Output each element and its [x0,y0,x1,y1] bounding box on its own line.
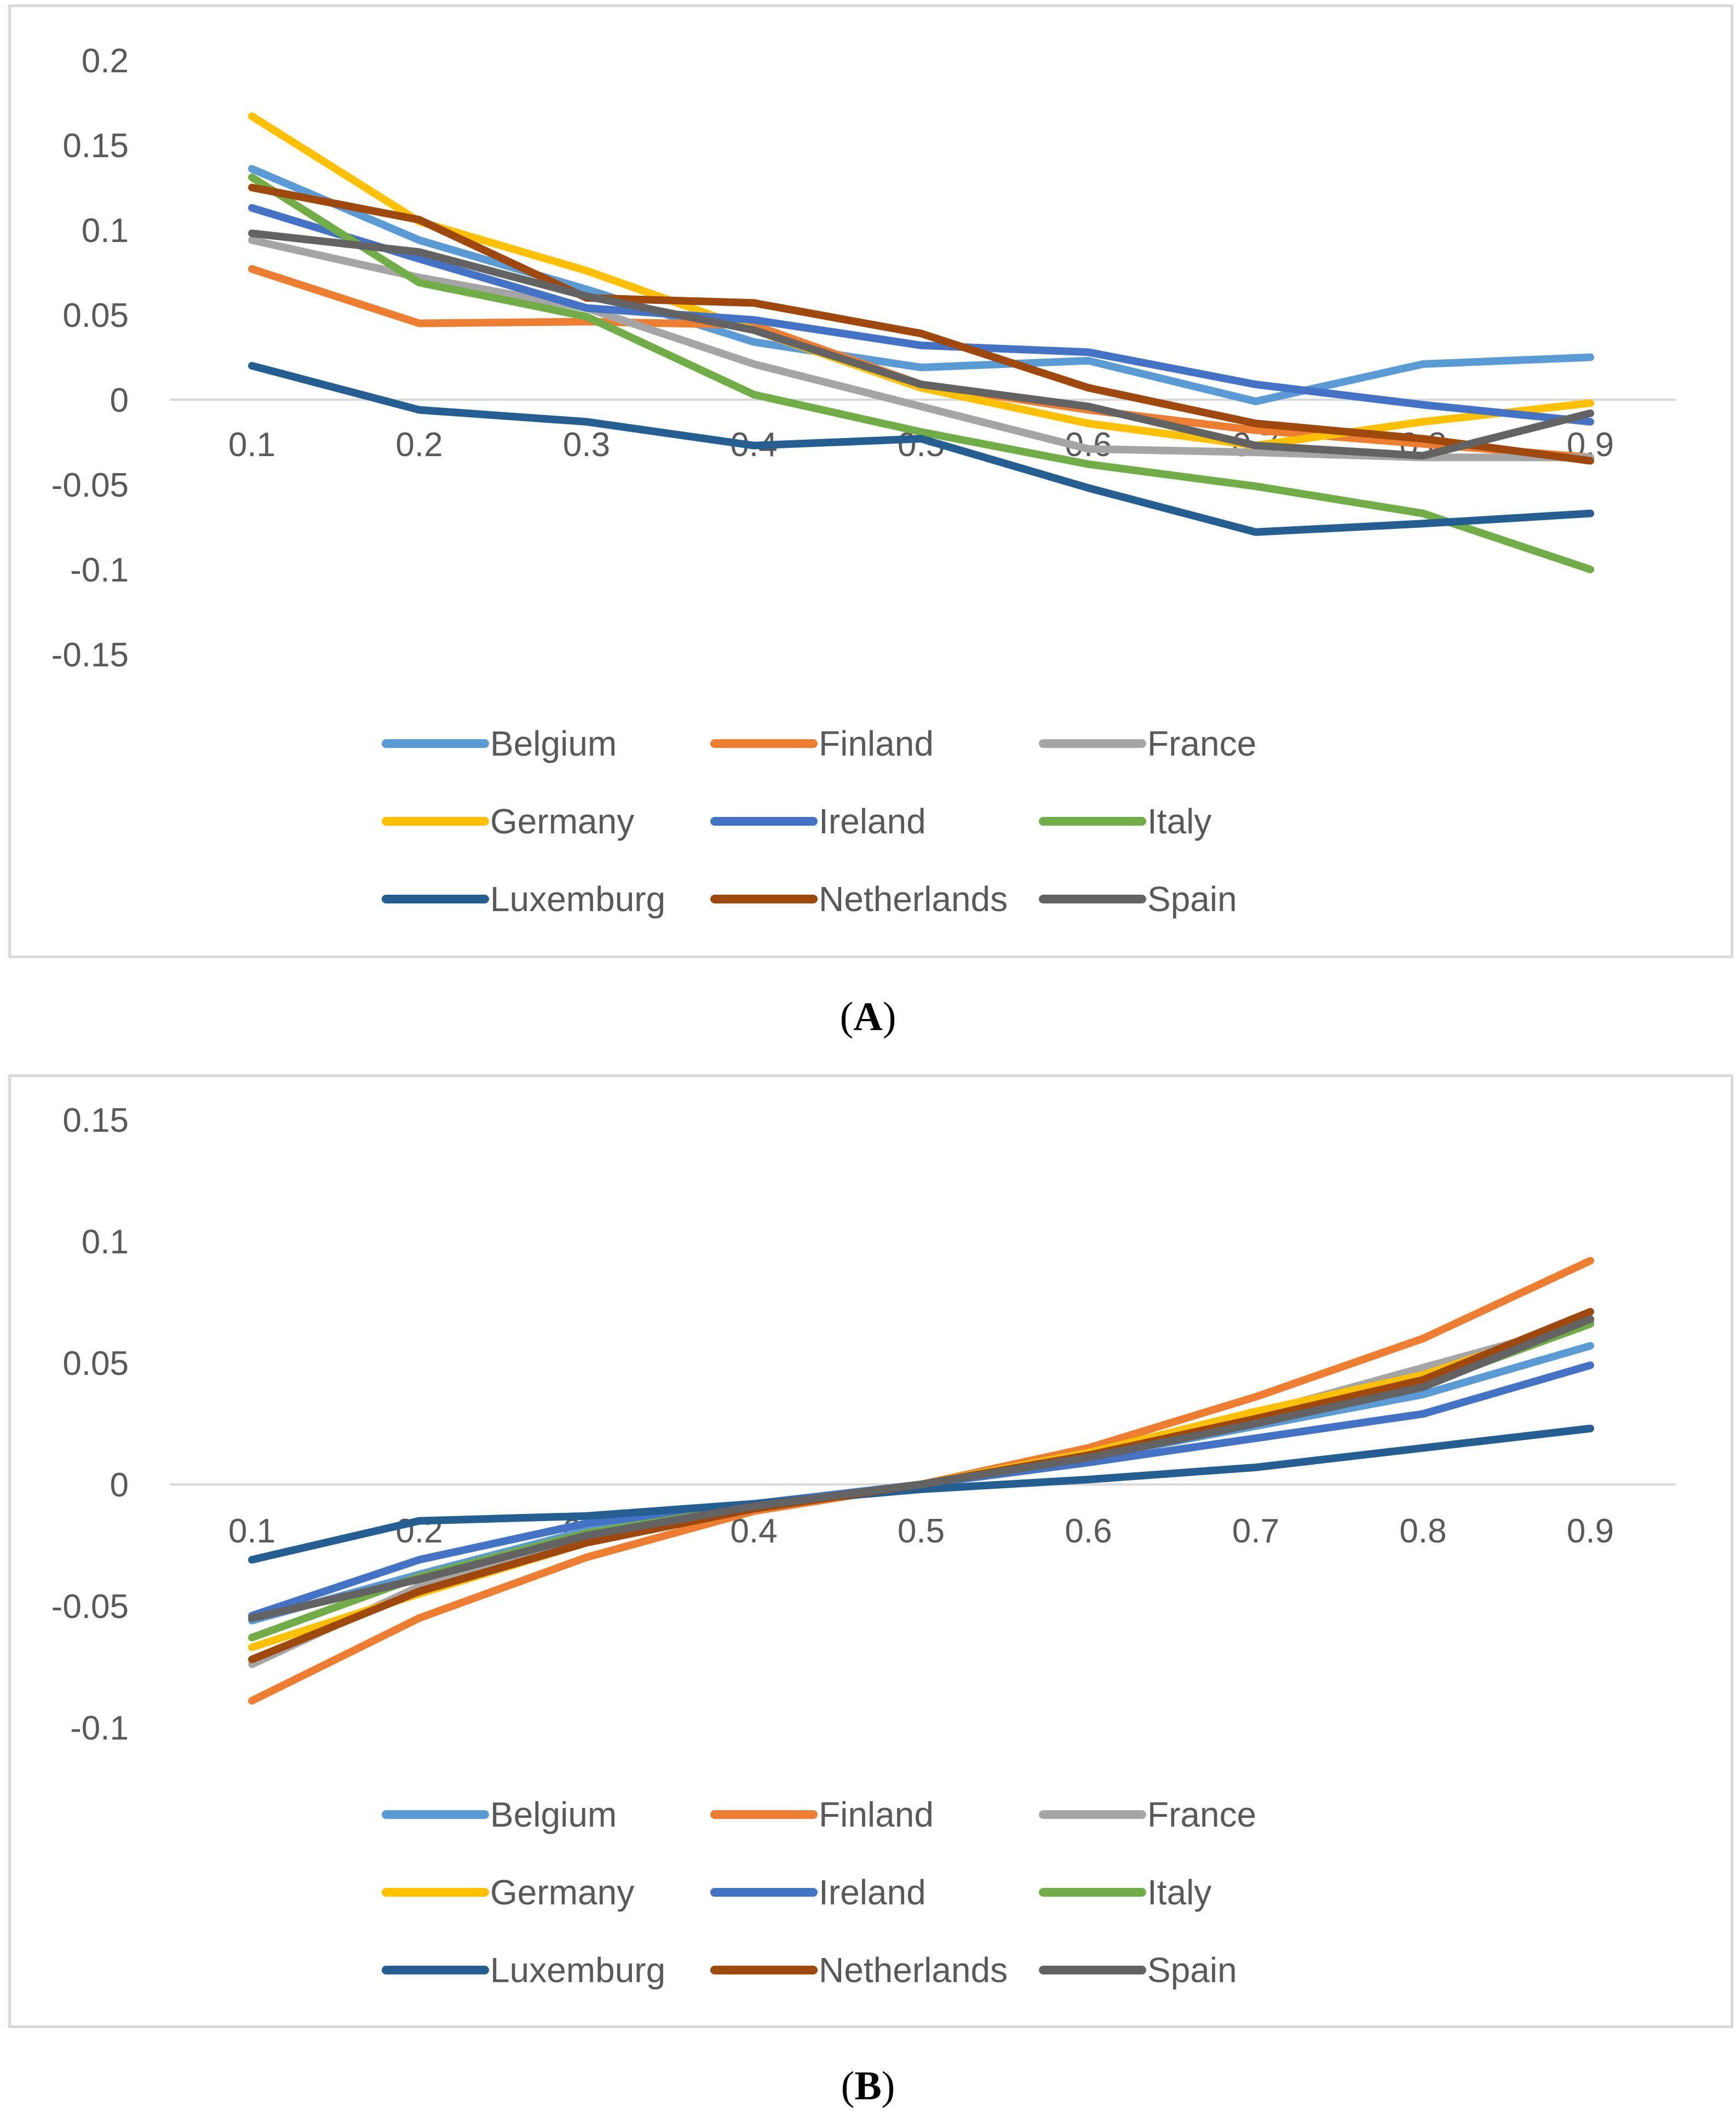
legend-item-belgium: Belgium [382,724,617,763]
y-tick-label: 0.2 [82,42,129,80]
legend-label: Netherlands [819,1950,1008,1990]
legend-label: Finland [819,724,934,763]
legend-label: Italy [1147,1873,1211,1912]
y-tick-label: -0.1 [70,1709,129,1747]
y-tick-label: 0.15 [62,127,129,165]
legend-item-belgium: Belgium [382,1795,617,1834]
series-line-spain [248,229,1594,460]
series-line-spain [248,1315,1594,1622]
legend-label: Luxemburg [490,1950,665,1990]
legend-label: Spain [1147,879,1237,919]
legend-item-germany: Germany [382,802,634,841]
y-tick-label: 0 [110,382,129,419]
x-tick-label: 0.1 [228,1512,275,1550]
y-tick-label: 0.1 [82,212,129,250]
legend-item-luxemburg: Luxemburg [382,879,665,919]
legend-item-spain: Spain [1039,879,1237,919]
series-line-luxemburg [248,362,1594,536]
chart-panel-a: 0.2 0.15 0.1 0.05 0 -0.05 -0.1 -0.15 0.1 0.2 0.3 0.… [8,4,1733,958]
legend-label: Netherlands [819,879,1008,919]
legend-item-france: France [1039,1795,1256,1834]
chart-panel-b: 0.15 0.1 0.05 0 -0.05 -0.1 0.1 0.2 0.3 0.4 0.5 0.6 0… [8,1074,1733,2028]
y-tick-label: 0.15 [62,1102,129,1139]
legend-item-luxemburg: Luxemburg [382,1950,665,1990]
legend-label: France [1147,1795,1256,1834]
legend-item-netherlands: Netherlands [710,1950,1008,1990]
y-tick-label: -0.15 [51,636,129,674]
legend-label: Belgium [490,724,617,763]
series-line-italy [248,173,1594,573]
y-tick-label: 0.1 [82,1223,129,1261]
legend-label: France [1147,724,1256,763]
legend-item-finland: Finland [710,1795,934,1834]
legend-label: Ireland [819,1873,926,1912]
legend-item-finland: Finland [710,724,934,763]
x-tick-label: 0.9 [1567,1512,1614,1550]
line-chart-b: 0.150.10.050-0.05-0.10.1 0.2 0.3 0.4 0.5 0.6 0… [51,1102,1676,1990]
y-tick-label: 0 [110,1466,129,1504]
legend-label: Germany [490,802,634,841]
legend-item-spain: Spain [1039,1950,1237,1990]
legend-item-france: France [1039,724,1256,763]
x-tick-label: 0.5 [898,1512,945,1550]
legend-label: Spain [1147,1950,1237,1990]
y-tick-label: -0.05 [51,467,129,504]
legend-item-italy: Italy [1039,802,1211,841]
series-line-belgium [248,165,1594,406]
panel-caption-a: (A) [840,994,896,1039]
series-line-luxemburg [248,1424,1594,1564]
x-tick-label: 0.2 [395,426,442,464]
legend-label: Italy [1147,802,1211,841]
panel-caption-b: (B) [841,2064,895,2109]
legend-label: Finland [819,1795,934,1834]
legend-item-ireland: Ireland [710,802,926,841]
legend-label: Belgium [490,1795,617,1834]
y-tick-label: -0.05 [51,1588,129,1626]
x-tick-label: 0.6 [1065,1512,1112,1550]
legend-item-netherlands: Netherlands [710,879,1008,919]
x-tick-label: 0.7 [1232,1512,1279,1550]
x-tick-label: 0.3 [563,426,610,464]
x-tick-label: 0.1 [228,426,275,464]
line-chart-a: 0.20.150.10.050-0.05-0.1-0.150.1 0.2 0.3 0.… [51,42,1676,919]
legend-item-italy: Italy [1039,1873,1211,1912]
legend-label: Ireland [819,802,926,841]
legend-item-ireland: Ireland [710,1873,926,1912]
y-tick-label: -0.1 [70,551,129,589]
series-line-ireland [248,204,1594,426]
series-line-netherlands [248,183,1594,465]
legend-label: Germany [490,1873,634,1912]
legend-item-germany: Germany [382,1873,634,1912]
x-tick-label: 0.8 [1399,1512,1446,1550]
legend-label: Luxemburg [490,879,665,919]
y-tick-label: 0.05 [62,1345,129,1383]
y-tick-label: 0.05 [62,297,129,335]
